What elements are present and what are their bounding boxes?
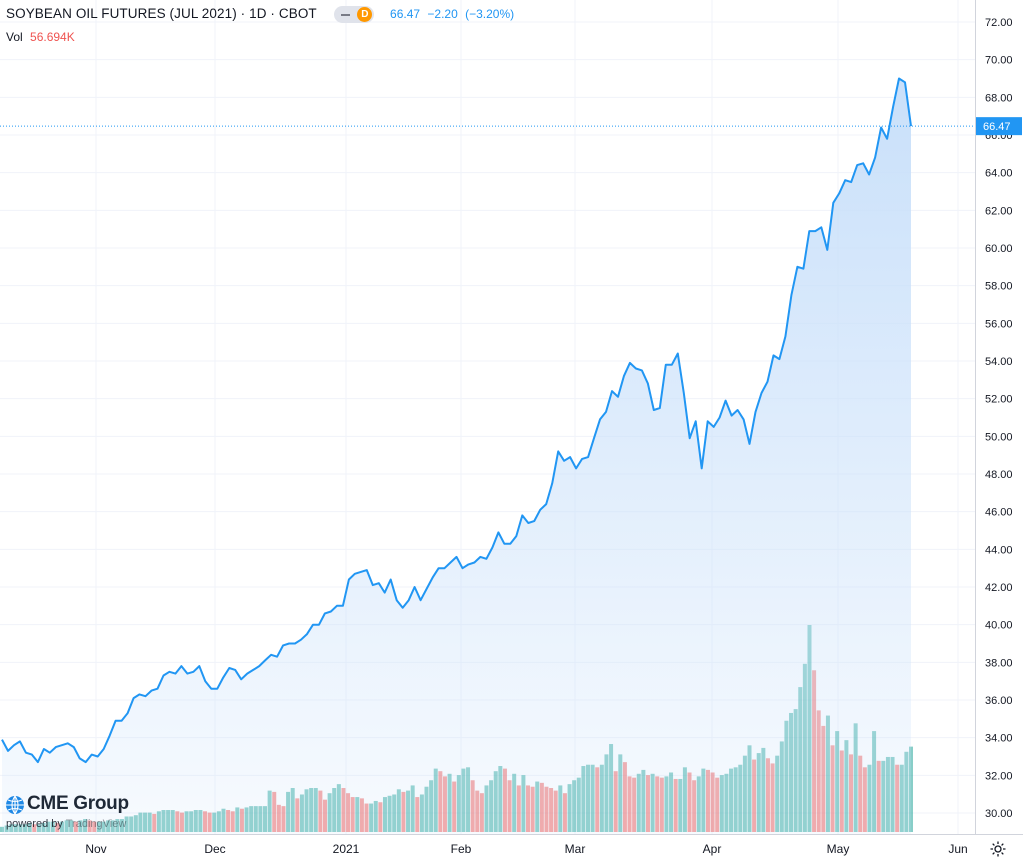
powered-by-label: powered by	[6, 818, 63, 830]
cme-logo-text: CME Group	[27, 793, 129, 814]
y-tick-label: 56.00	[985, 318, 1013, 330]
y-tick-label: 32.00	[985, 770, 1013, 782]
instrument-title[interactable]: SOYBEAN OIL FUTURES (JUL 2021) · 1D · CB…	[6, 6, 317, 21]
last-price: 66.47	[390, 7, 421, 21]
y-tick-label: 58.00	[985, 281, 1013, 293]
x-tick-label: 2021	[333, 842, 360, 856]
x-tick-label: Feb	[451, 842, 472, 856]
price-quote: 66.47 −2.20 (−3.20%)	[390, 7, 518, 21]
tradingview-label: TradingView	[65, 818, 127, 830]
y-tick-label: 36.00	[985, 695, 1013, 707]
y-tick-label: 54.00	[985, 356, 1013, 368]
y-tick-label: 68.00	[985, 92, 1013, 104]
price-change: −2.20	[427, 7, 458, 21]
y-tick-label: 52.00	[985, 394, 1013, 406]
last-price-label-bg	[976, 117, 1022, 136]
y-tick-label: 50.00	[985, 431, 1013, 443]
x-tick-label: Jun	[948, 842, 967, 856]
y-tick-label: 64.00	[985, 168, 1013, 180]
settings-icon[interactable]	[989, 840, 1007, 858]
y-tick-label: 30.00	[985, 808, 1013, 820]
volume-label: Vol	[6, 30, 23, 44]
price-line	[1, 77, 912, 764]
y-tick-label: 60.00	[985, 243, 1013, 255]
x-tick-label: Apr	[703, 842, 722, 856]
globe-icon	[6, 795, 24, 815]
y-tick-label: 62.00	[985, 205, 1013, 217]
price-change-pct: (−3.20%)	[465, 7, 515, 21]
powered-by[interactable]: powered by TradingView	[6, 818, 126, 830]
minus-icon	[341, 14, 351, 17]
delayed-badge: D	[357, 7, 373, 23]
last-price-label: 66.47	[983, 121, 1011, 133]
x-tick-label: Dec	[204, 842, 225, 856]
y-tick-label: 46.00	[985, 507, 1013, 519]
time-axis: Nov Dec 2021 Feb Mar Apr May Jun	[0, 834, 1023, 856]
interval-toggle[interactable]: D	[334, 6, 375, 24]
y-tick-label: 38.00	[985, 657, 1013, 669]
y-tick-label: 42.00	[985, 582, 1013, 594]
price-axis: 30.00 32.00 34.00 36.00 38.00 40.00 42.00 44.00…	[975, 0, 1022, 834]
price-area-fill	[2, 78, 911, 834]
y-tick-label: 48.00	[985, 469, 1013, 481]
x-tick-label: May	[827, 842, 850, 856]
price-area	[0, 77, 975, 834]
y-tick-label: 70.00	[985, 55, 1013, 67]
volume-value: 56.694K	[30, 30, 75, 44]
x-tick-label: Mar	[565, 842, 586, 856]
y-tick-label: 72.00	[985, 17, 1013, 29]
y-tick-label: 34.00	[985, 733, 1013, 745]
chart-legend: SOYBEAN OIL FUTURES (JUL 2021) · 1D · CB…	[6, 6, 518, 24]
y-tick-label: 40.00	[985, 620, 1013, 632]
volume-legend: Vol 56.694K	[6, 30, 75, 44]
y-tick-label: 44.00	[985, 544, 1013, 556]
x-tick-label: Nov	[85, 842, 106, 856]
